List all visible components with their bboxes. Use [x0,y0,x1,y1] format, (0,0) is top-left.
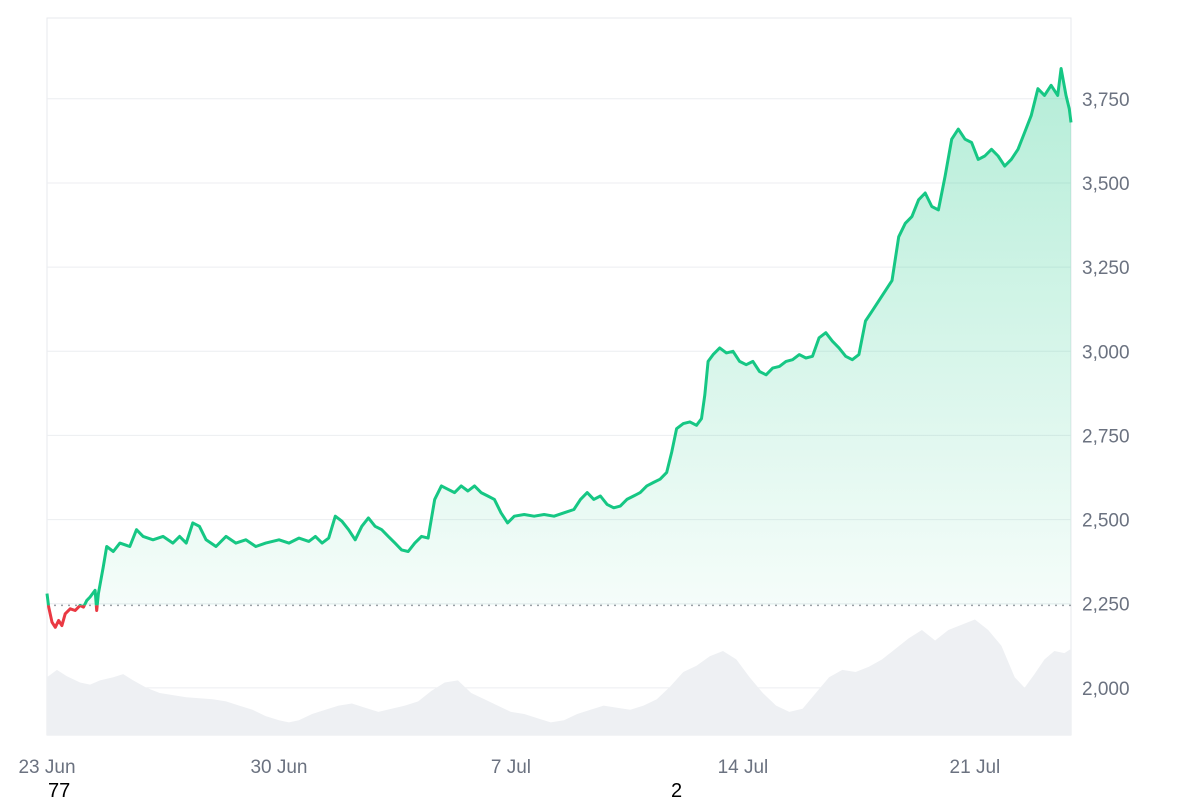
y-tick-label: 2,250 [1082,595,1130,616]
x-tick-label: 30 Jun [250,757,307,778]
y-tick-label: 3,000 [1082,342,1130,363]
x-tick-label: 7 Jul [491,757,531,778]
x-tick-label: 23 Jun [18,757,75,778]
x-tick-label: 21 Jul [950,757,1001,778]
y-tick-label: 2,000 [1082,679,1130,700]
y-tick-label: 3,250 [1082,258,1130,279]
price-line-up[interactable] [45,67,1073,628]
y-tick-label: 3,750 [1082,90,1130,111]
y-tick-label: 2,500 [1082,511,1130,532]
y-tick-label: 3,500 [1082,174,1130,195]
x-axis-ticks: 23 Jun 30 Jun 7 Jul 14 Jul 21 Jul [18,757,1000,778]
overlay-label-center: 2 [671,780,682,800]
x-tick-label: 14 Jul [718,757,769,778]
overlay-label-left: 77 [48,780,70,800]
y-axis-ticks: 2,000 2,250 2,500 2,750 3,000 3,250 3,500 3,750 [1082,90,1130,700]
price-area-fill [47,68,1071,606]
y-tick-label: 2,750 [1082,426,1130,447]
volume-area [47,619,1071,735]
